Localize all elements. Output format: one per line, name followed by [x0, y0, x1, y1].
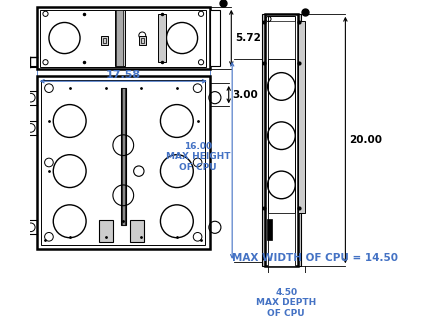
Text: 3.00: 3.00 [232, 90, 258, 100]
Bar [37, 7, 210, 69]
Text: 20.00: 20.00 [349, 135, 382, 145]
Bar [122, 88, 125, 225]
Bar [99, 220, 113, 242]
Bar [101, 36, 108, 45]
Text: 5.72: 5.72 [235, 33, 261, 43]
Bar [121, 88, 126, 225]
Bar [262, 14, 301, 266]
Bar [40, 9, 206, 67]
Text: MAX WIDTH OF CPU = 14.50: MAX WIDTH OF CPU = 14.50 [232, 252, 398, 263]
Bar [265, 14, 298, 266]
Text: 16.00
MAX HEIGHT
OF CPU: 16.00 MAX HEIGHT OF CPU [166, 142, 231, 172]
Bar [267, 219, 272, 240]
Bar [298, 21, 305, 213]
Bar [141, 38, 144, 43]
Bar [268, 21, 295, 59]
Bar [158, 14, 167, 62]
Bar [268, 213, 295, 266]
Bar [102, 38, 106, 43]
Bar [268, 59, 295, 213]
Bar [130, 220, 144, 242]
Bar [210, 10, 220, 66]
Text: 4.50
MAX DEPTH
OF CPU: 4.50 MAX DEPTH OF CPU [256, 288, 316, 316]
Bar [139, 36, 146, 45]
Bar [268, 16, 295, 264]
Text: 17.58: 17.58 [106, 70, 141, 80]
Bar [41, 80, 206, 245]
Bar [115, 10, 125, 66]
Bar [37, 76, 210, 249]
Bar [116, 10, 123, 66]
